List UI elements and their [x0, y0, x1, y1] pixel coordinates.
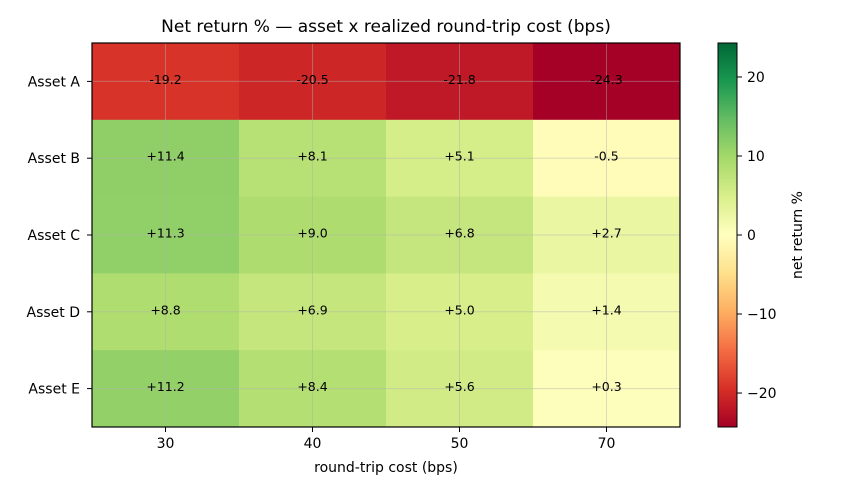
heatmap-cell	[239, 43, 387, 121]
heatmap-cell	[386, 196, 534, 274]
heatmap-cell	[239, 273, 387, 351]
cell-value-label: +8.4	[297, 379, 327, 394]
heatmap-cell	[239, 119, 387, 198]
cell-value-label: +5.0	[444, 302, 474, 317]
heatmap-cell	[533, 350, 681, 428]
heatmap-cell	[92, 273, 240, 351]
cell-value-label: -24.3	[590, 72, 622, 87]
cell-value-label: -21.8	[443, 72, 475, 87]
colorbar	[717, 42, 738, 428]
heatmap-cell	[533, 196, 681, 274]
heatmap-cell	[386, 273, 534, 351]
cell-value-label: +6.9	[297, 302, 327, 317]
heatmap-cell	[533, 119, 681, 198]
x-tick-label: 70	[598, 436, 616, 452]
heatmap-cell	[92, 196, 240, 274]
y-axis-ticks: Asset A Asset B Asset C Asset D Asset E	[27, 74, 92, 398]
heatmap-cell	[386, 350, 534, 428]
cell-value-label: +8.8	[150, 302, 180, 317]
cell-value-label: +2.7	[591, 226, 621, 241]
heatmap-cell	[386, 43, 534, 121]
cell-value-label: +11.4	[146, 149, 184, 164]
cell-labels: -19.2 -20.5 -21.8 -24.3 +11.4 +8.1 +5.1 -0.5 +11…	[146, 72, 622, 394]
heatmap-cell	[92, 119, 240, 198]
heatmap-cell	[533, 43, 681, 121]
colorbar-tick-label: 0	[747, 228, 756, 244]
colorbar-label: net return %	[790, 191, 806, 279]
x-tick-label: 40	[304, 436, 322, 452]
y-tick-label: Asset D	[27, 305, 81, 321]
heatmap-cells	[92, 43, 681, 428]
heatmap-cell	[386, 119, 534, 198]
colorbar-tick-label: 10	[747, 149, 765, 165]
chart-title: Net return % — asset x realized round-tr…	[161, 17, 611, 37]
y-tick-label: Asset C	[28, 228, 81, 244]
cell-value-label: -19.2	[149, 72, 181, 87]
cell-value-label: +0.3	[591, 379, 621, 394]
y-tick-label: Asset B	[28, 151, 80, 167]
colorbar-tick-label: −10	[747, 307, 777, 323]
heatmap-cell	[92, 350, 240, 428]
cell-value-label: +11.2	[146, 379, 184, 394]
gridlines	[92, 43, 680, 427]
cell-value-label: +6.8	[444, 226, 474, 241]
y-tick-label: Asset A	[28, 74, 81, 90]
colorbar-ticks: 20 10 0 −10 −20	[737, 70, 777, 402]
heatmap-cell	[239, 196, 387, 274]
colorbar-tick-label: −20	[747, 386, 777, 402]
cell-value-label: +5.1	[444, 149, 474, 164]
x-axis-ticks: 30 40 50 70	[157, 427, 616, 452]
heatmap-cell	[92, 43, 240, 121]
y-tick-label: Asset E	[28, 382, 80, 398]
cell-value-label: +5.6	[444, 379, 474, 394]
cell-value-label: -20.5	[296, 72, 328, 87]
heatmap-cell	[239, 350, 387, 428]
cell-value-label: +11.3	[146, 226, 184, 241]
cell-value-label: +9.0	[297, 226, 327, 241]
x-tick-label: 30	[157, 436, 175, 452]
cell-value-label: +8.1	[297, 149, 327, 164]
x-axis-label: round-trip cost (bps)	[314, 460, 458, 476]
x-tick-label: 50	[451, 436, 469, 452]
cell-value-label: -0.5	[594, 149, 618, 164]
heatmap-cell	[533, 273, 681, 351]
cell-value-label: +1.4	[591, 302, 621, 317]
colorbar-tick-label: 20	[747, 70, 765, 86]
